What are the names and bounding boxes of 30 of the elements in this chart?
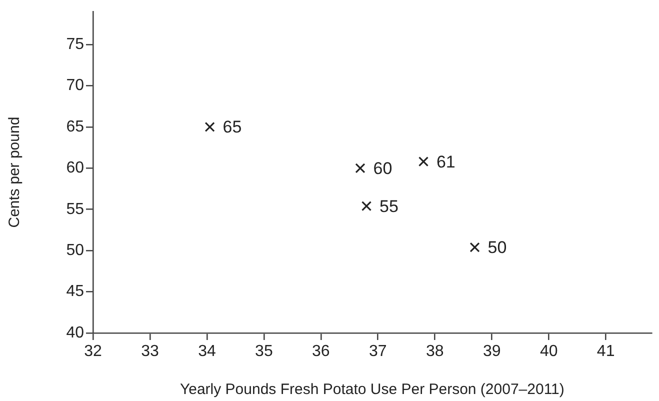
- data-label: 65: [222, 118, 242, 137]
- x-tick-label: 36: [312, 343, 330, 360]
- x-tick-label: 34: [198, 343, 216, 360]
- x-tick-label: 38: [426, 343, 444, 360]
- y-tick-label: 45: [66, 283, 84, 300]
- x-tick-label: 41: [596, 343, 615, 360]
- x-tick-label: 40: [540, 343, 558, 360]
- x-axis-title: Yearly Pounds Fresh Potato Use Per Person (2007–2011): [180, 381, 564, 398]
- data-label: 60: [373, 158, 392, 178]
- point: [361, 201, 372, 212]
- point: [204, 122, 215, 132]
- x-tick-label: 32: [84, 343, 102, 360]
- y-axis-title: Cents per pound: [6, 116, 24, 228]
- y-tick-label: 75: [66, 36, 84, 53]
- y-tick-label: 70: [66, 77, 84, 94]
- y-tick-label: 65: [66, 118, 84, 136]
- y-tick-label: 40: [66, 324, 84, 342]
- y-tick-label: 50: [66, 242, 84, 259]
- point: [355, 163, 366, 174]
- x-tick-label: 37: [369, 343, 387, 360]
- x-tick-label: 33: [141, 343, 159, 360]
- data-label: 61: [436, 152, 456, 172]
- data-label: 50: [488, 238, 507, 257]
- y-tick-label: 60: [66, 160, 84, 177]
- point: [470, 242, 480, 252]
- y-tick-label: 55: [66, 200, 84, 218]
- x-tick-label: 35: [255, 343, 273, 360]
- data-label: 55: [380, 196, 398, 216]
- x-tick-label: 39: [482, 343, 501, 360]
- point: [418, 156, 429, 167]
